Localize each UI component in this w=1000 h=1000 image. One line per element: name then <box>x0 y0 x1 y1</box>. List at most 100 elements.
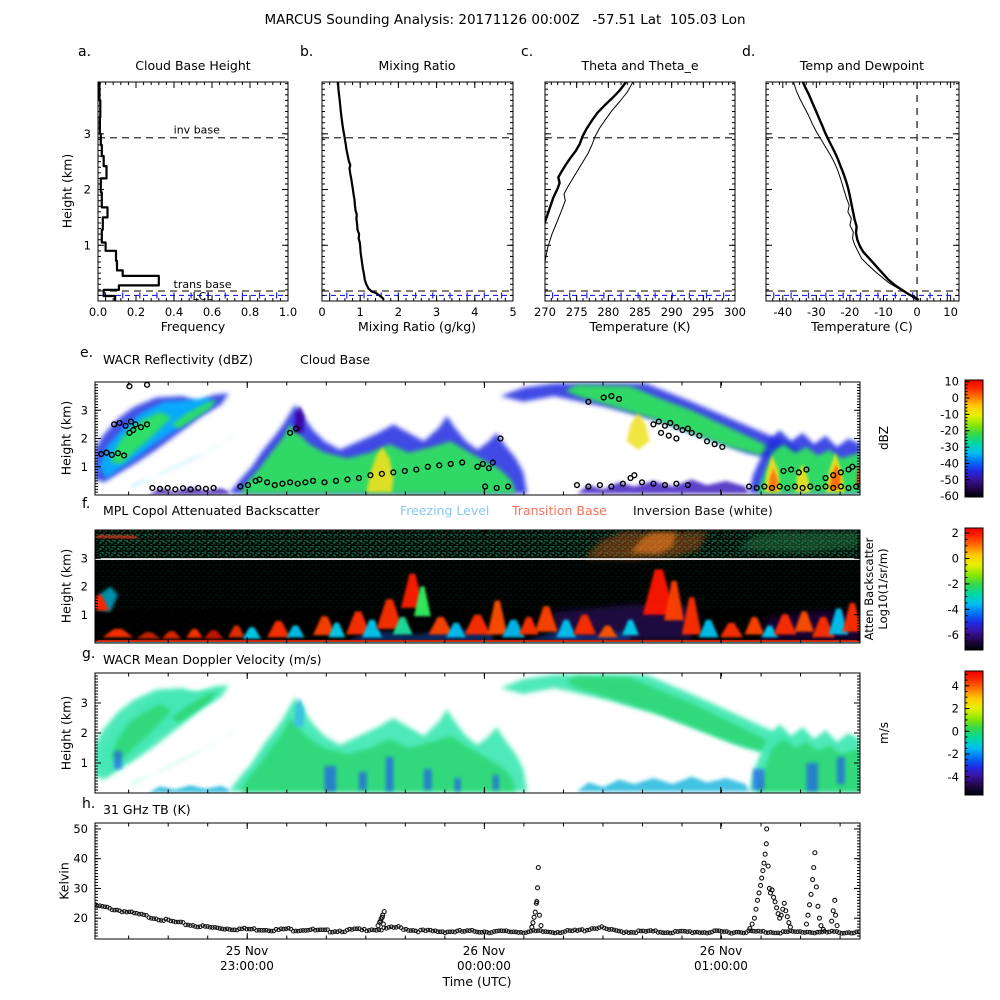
panel-c-xlabel: Temperature (K) <box>589 319 691 334</box>
colorbar-f-label-line1: Atten Backscatter <box>862 537 876 641</box>
tick-label: 2 <box>952 526 959 540</box>
panel-g-frame <box>94 672 861 794</box>
tick-label: 50 <box>73 822 88 836</box>
panel-h-ylabel: Kelvin <box>56 862 72 900</box>
panel-h-frame <box>94 822 861 940</box>
panel-a-ylabel: Height (km) <box>59 153 75 229</box>
time-tick-1-date: 25 Nov <box>225 944 269 958</box>
tick-label: 20 <box>73 911 88 925</box>
legend-freezing-level: Freezing Level <box>400 503 490 518</box>
tick-label: 2 <box>81 726 88 740</box>
tick-label: -50 <box>940 473 959 487</box>
panel-b-title: Mixing Ratio <box>378 58 456 73</box>
colorbar-g-label: m/s <box>877 722 891 744</box>
tick-label: LCL <box>193 290 214 303</box>
time-tick-3: 26 Nov 01:00:00 <box>651 944 791 974</box>
tick-label: -2 <box>948 577 959 591</box>
panel-h-title: 31 GHz TB (K) <box>103 802 191 817</box>
tick-label: 1.0 <box>279 305 297 319</box>
panel-letter-c: c. <box>521 44 534 60</box>
tick-label: 2 <box>81 432 88 446</box>
tick-label: 3 <box>81 551 88 565</box>
panel-e-ylabel: Height (km) <box>58 400 74 476</box>
panel-g-title: WACR Mean Doppler Velocity (m/s) <box>103 652 322 667</box>
tick-label: 280 <box>597 305 619 319</box>
tick-label: 0.2 <box>127 305 145 319</box>
panel-letter-a: a. <box>78 44 92 60</box>
time-tick-1: 25 Nov 23:00:00 <box>177 944 317 974</box>
figure-title: MARCUS Sounding Analysis: 20171126 00:00… <box>264 12 746 28</box>
panel-letter-e: e. <box>80 345 94 361</box>
tick-label: trans base <box>174 278 232 291</box>
panel-letter-b: b. <box>300 44 314 60</box>
panel-c-title: Theta and Theta_e <box>581 58 699 73</box>
tick-label: 0.8 <box>241 305 259 319</box>
panel-letter-h: h. <box>82 796 96 812</box>
tick-label: 10 <box>944 375 959 389</box>
tick-label: 1 <box>81 756 88 770</box>
panel-letter-f: f. <box>82 496 91 512</box>
panel-d-xlabel: Temperature (C) <box>811 319 913 334</box>
panel-g-ylabel: Height (km) <box>58 695 74 771</box>
tb-scatter <box>95 826 860 936</box>
tick-label: -20 <box>841 305 860 319</box>
tick-label: inv base <box>174 124 220 137</box>
tick-label: 0 <box>952 552 959 566</box>
panel-f-title: MPL Copol Attenuated Backscatter <box>103 503 320 518</box>
tick-label: 30 <box>73 881 88 895</box>
panel-b-frame <box>321 81 514 302</box>
tick-label: -30 <box>940 440 959 454</box>
panel-f-frame <box>94 529 861 644</box>
panel-e-cloud-base-label: Cloud Base <box>300 352 371 367</box>
tick-label: 295 <box>692 305 714 319</box>
tick-label: -40 <box>773 305 792 319</box>
tick-label: -2 <box>948 747 959 761</box>
tick-label: 0.4 <box>165 305 183 319</box>
tick-label: 0.6 <box>203 305 221 319</box>
tick-label: 2 <box>952 702 959 716</box>
legend-transition-base: Transition Base <box>512 503 607 518</box>
tick-label: 300 <box>724 305 746 319</box>
tick-label: 290 <box>661 305 683 319</box>
tick-label: 3 <box>81 696 88 710</box>
tick-label: 0 <box>952 724 959 738</box>
tick-label: 1 <box>357 305 364 319</box>
tick-label: 1 <box>81 608 88 622</box>
tick-label: -10 <box>874 305 893 319</box>
tick-label: 1 <box>84 238 91 252</box>
tick-label: 3 <box>81 403 88 417</box>
panel-letter-d: d. <box>742 44 756 60</box>
panel-a-xlabel: Frequency <box>160 319 226 334</box>
tick-label: 5 <box>509 305 516 319</box>
panel-a-title: Cloud Base Height <box>135 58 251 73</box>
colorbar-velocity <box>965 671 983 795</box>
panel-e-title: WACR Reflectivity (dBZ) <box>103 352 253 367</box>
tick-label: -60 <box>940 489 959 503</box>
time-tick-2-date: 26 Nov <box>462 944 506 958</box>
tick-label: 270 <box>534 305 556 319</box>
tick-label: -4 <box>948 602 959 616</box>
colorbar-dbz <box>965 380 983 497</box>
tick-label: -40 <box>940 456 959 470</box>
panel-letter-g: g. <box>82 646 96 662</box>
panel-a-frame <box>97 81 289 302</box>
tick-label: 275 <box>566 305 588 319</box>
time-tick-3-date: 26 Nov <box>699 944 743 958</box>
colorbar-backscatter <box>965 528 983 650</box>
tick-label: 0 <box>913 305 920 319</box>
tick-label: -10 <box>940 407 959 421</box>
tick-label: 4 <box>952 679 959 693</box>
panel-f-ylabel: Height (km) <box>58 548 74 624</box>
time-tick-2: 26 Nov 00:00:00 <box>414 944 554 974</box>
panel-b-xlabel: Mixing Ratio (g/kg) <box>357 319 477 334</box>
time-tick-1-clock: 23:00:00 <box>220 959 274 973</box>
tick-label: -20 <box>940 424 959 438</box>
legend-inversion-base: Inversion Base (white) <box>633 503 773 518</box>
panel-d-title: Temp and Dewpoint <box>799 58 925 73</box>
tick-label: 3 <box>84 127 91 141</box>
tick-label: 4 <box>471 305 478 319</box>
time-tick-3-clock: 01:00:00 <box>694 959 748 973</box>
colorbar-e-label: dBZ <box>877 425 891 451</box>
